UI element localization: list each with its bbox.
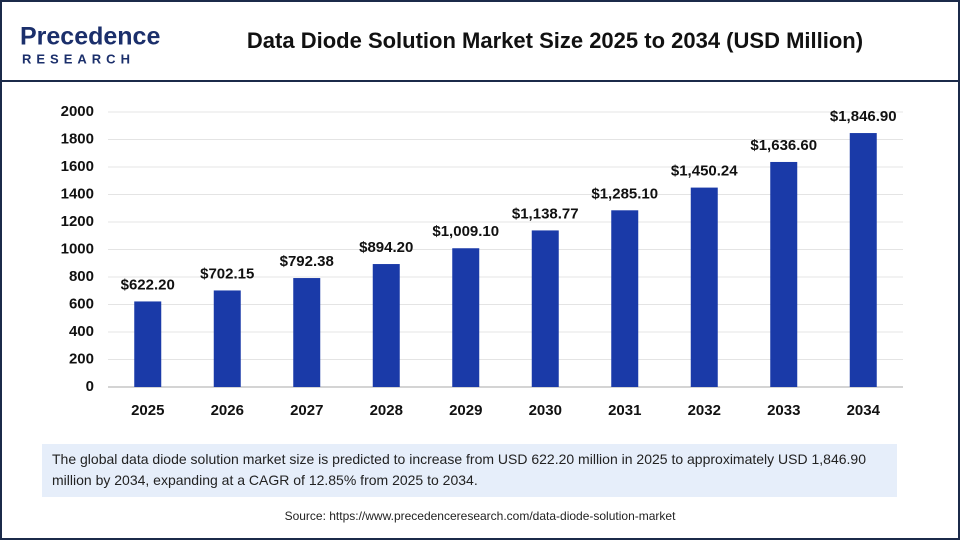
y-tick-label: 200 [69,350,94,367]
bar [213,290,241,387]
value-label: $1,636.60 [750,137,817,154]
y-tick-label: 1600 [61,158,94,175]
value-label: $702.15 [200,265,254,282]
value-label: $1,138.77 [512,205,579,222]
value-label: $1,846.90 [830,108,897,125]
x-tick-label: 2026 [211,402,244,419]
value-label: $622.20 [121,276,175,293]
bar [372,264,400,387]
chart-title: Data Diode Solution Market Size 2025 to … [247,28,863,53]
value-label: $1,009.10 [432,223,499,240]
x-tick-label: 2025 [131,402,164,419]
bar [611,210,639,387]
bar [452,248,480,387]
x-tick-label: 2034 [847,402,881,419]
value-label: $792.38 [280,253,334,270]
y-tick-label: 1400 [61,185,94,202]
bar [770,161,798,387]
bar [531,230,559,387]
x-tick-label: 2028 [370,402,403,419]
x-tick-label: 2027 [290,402,323,419]
bar [293,278,321,387]
y-tick-label: 800 [69,268,94,285]
bar [690,187,718,387]
value-label: $1,450.24 [671,163,738,180]
x-tick-label: 2032 [688,402,721,419]
y-tick-label: 400 [69,323,94,340]
y-tick-label: 1200 [61,213,94,230]
y-tick-label: 1800 [61,130,94,147]
y-tick-label: 600 [69,295,94,312]
x-tick-label: 2031 [608,402,641,419]
bar [134,301,162,387]
value-label: $894.20 [359,239,413,256]
logo-name: Precedence [20,23,160,51]
logo-sub: RESEARCH [22,51,135,66]
note: The global data diode solution market si… [42,444,897,497]
source: Source: https://www.precedenceresearch.c… [284,509,676,523]
y-tick-label: 2000 [61,103,94,120]
y-tick-label: 0 [86,378,94,395]
x-tick-label: 2033 [767,402,800,419]
bar [849,133,877,387]
value-label: $1,285.10 [591,185,658,202]
x-tick-label: 2030 [529,402,562,419]
x-tick-label: 2029 [449,402,482,419]
y-tick-label: 1000 [61,240,94,257]
